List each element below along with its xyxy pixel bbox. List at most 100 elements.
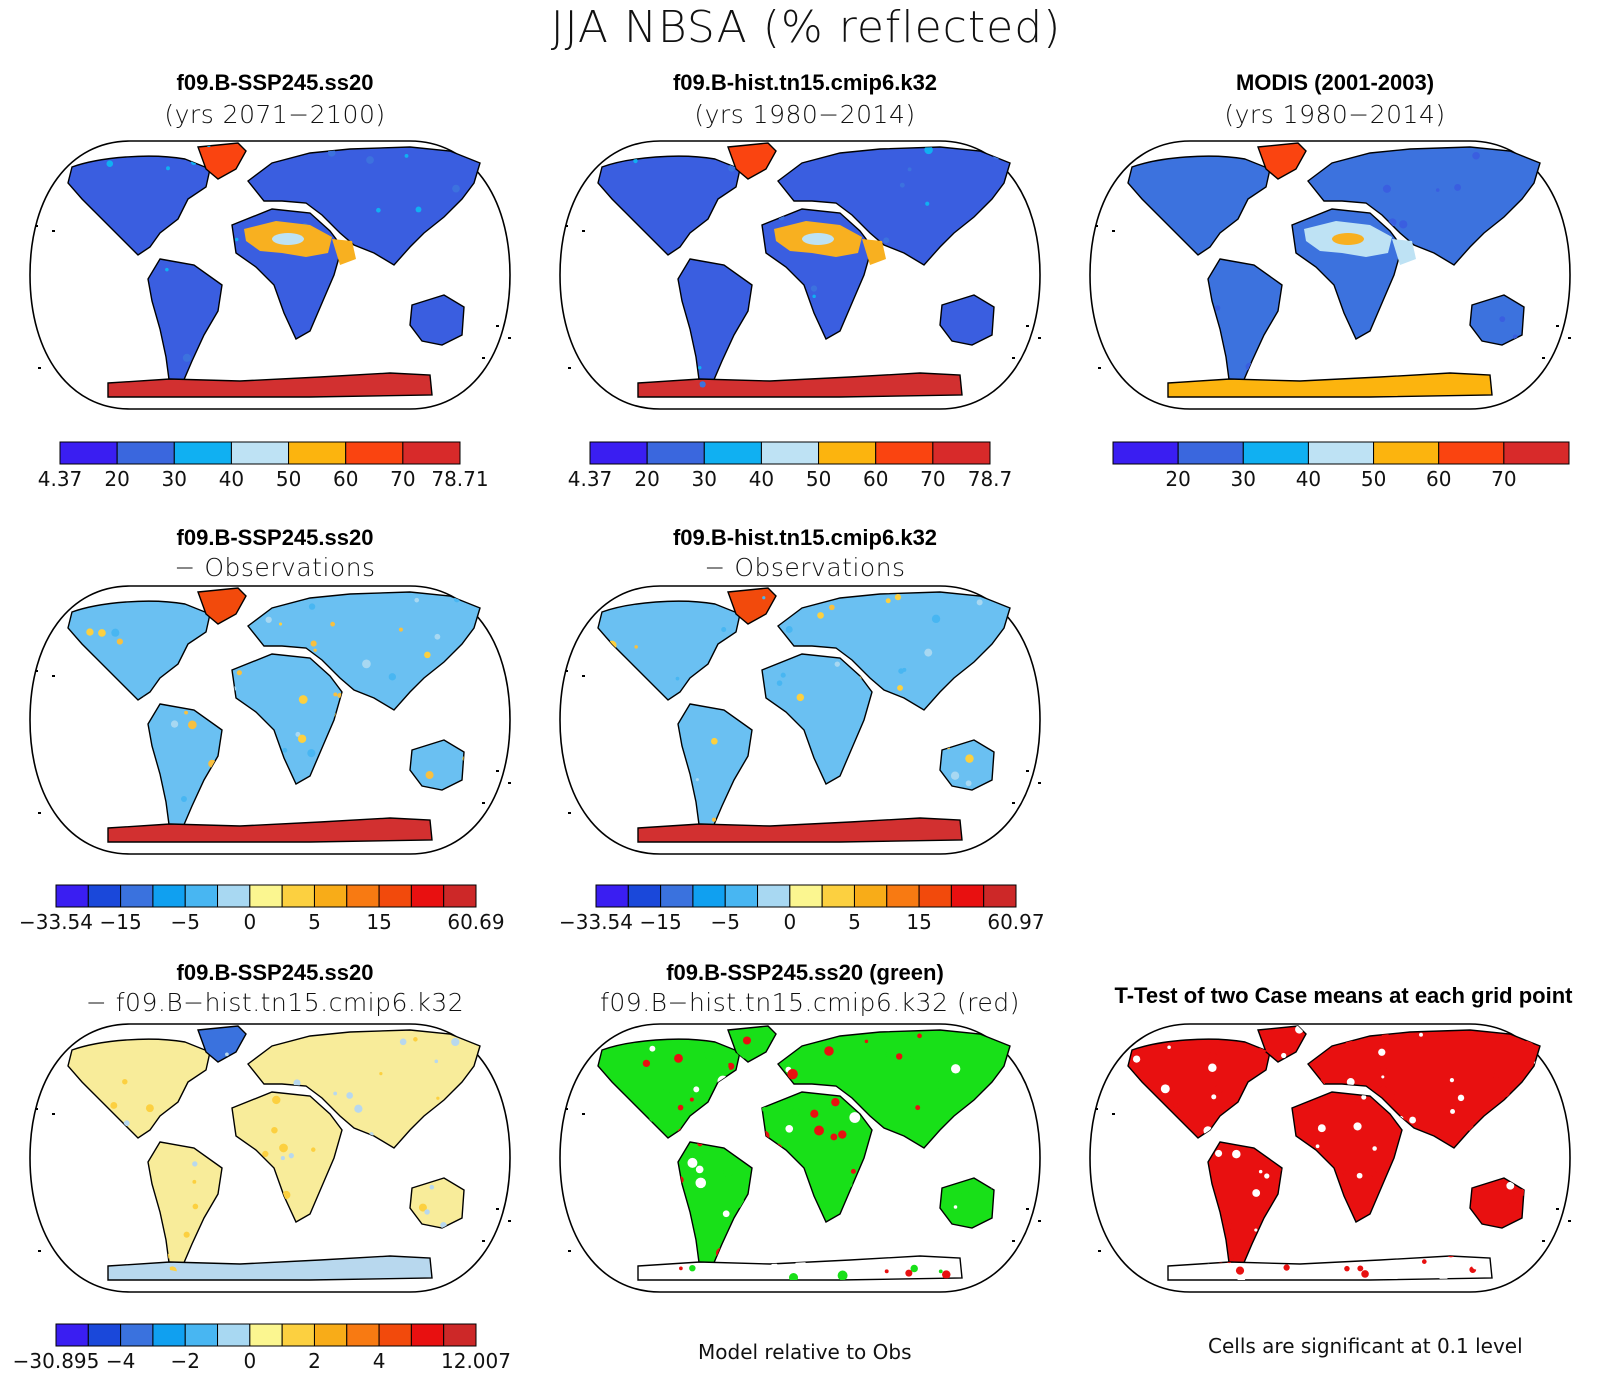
colorbar-tick-label: −33.54 [559,910,633,934]
colorbar-bin [660,884,694,908]
map-frame [29,585,511,855]
desert-core [802,233,834,245]
colorbar-bin [87,884,122,908]
colorbar-tick-label: 20 [104,467,129,491]
panel-title-p2: f09.B-hist.tn15.cmip6.k32 [672,70,938,95]
colorbar-tick-label: 0 [243,910,256,934]
colorbar-p3: 20 30 40 50 60 70 [1112,441,1570,491]
colorbar-tick-label: 0 [243,1349,256,1373]
continent-eurasia [777,1029,1011,1149]
continent-eurasia [1307,1029,1541,1149]
continent-namerica [67,155,211,256]
colorbar-bin [249,884,283,908]
map-p1 [29,140,511,410]
colorbar-bin [886,884,920,908]
island-mark [482,802,485,804]
colorbar-tick-label: 30 [692,467,717,491]
colorbar-tick-label: −2 [170,1349,199,1373]
footer-significance: Cells are significant at 0.1 level [1208,1334,1523,1358]
colorbar-bin [692,884,726,908]
colorbar-bin [1503,441,1570,465]
colorbar-bin [116,441,175,465]
colorbar-bin [59,441,118,465]
colorbar-tick-label: −5 [170,910,199,934]
colorbar-bin [918,884,952,908]
continent-antarctica [107,372,433,398]
map-p7 [559,1023,1041,1293]
colorbar-bin [1177,441,1244,465]
map-frame [29,140,511,410]
colorbar-bin [230,441,290,465]
arabia-region [1392,239,1416,265]
colorbar-tick-label: 20 [1165,467,1190,491]
continent-antarctica [107,817,433,843]
continent-samerica [147,258,223,390]
colorbar-bin [152,1323,186,1347]
colorbar-bin [217,1323,251,1347]
continent-samerica [677,258,753,390]
continent-eurasia [247,591,481,711]
continent-samerica [1207,1141,1283,1273]
arabia-region [332,239,356,265]
island-mark [1026,770,1029,772]
colorbar-bin [313,1323,348,1347]
island-mark [35,670,38,672]
panel-subtitle-p3: (yrs 1980−2014) [1224,100,1446,129]
continent-australia [409,294,465,346]
continent-africa [761,653,873,785]
colorbar-p6: −30.895 −4 −2 0 2 4 12.007 [13,1323,511,1373]
panel-subtitle-p5: − Observations [704,553,906,582]
colorbar-tick-label: −4 [106,1349,135,1373]
continent-australia [409,739,465,791]
colorbar-tick-label: 2 [308,1349,321,1373]
island-mark [1556,1208,1559,1210]
colorbar-bin [1112,441,1179,465]
colorbar-tick-label: 70 [390,467,415,491]
colorbar-tick-label: 70 [920,467,945,491]
colorbar-bin [1438,441,1505,465]
colorbar-tick-label: 15 [906,910,931,934]
continent-antarctica [1167,372,1493,398]
continent-africa [231,1091,343,1223]
continent-australia [1469,294,1525,346]
colorbar-tick-label: −5 [710,910,739,934]
colorbar-bin [757,884,791,908]
island-mark [1012,1240,1015,1242]
colorbar-bin [120,1323,154,1347]
panel-subtitle-p2: (yrs 1980−2014) [694,100,916,129]
colorbar-tick-label: 5 [308,910,321,934]
colorbar-tick-label: 40 [749,467,774,491]
colorbar-tick-label: 78.7 [968,467,1013,491]
colorbar-bin [443,1323,477,1347]
continent-africa [1291,1091,1403,1223]
colorbar-tick-label: 40 [1296,467,1321,491]
colorbar-bin [87,1323,122,1347]
colorbar-bin [55,1323,89,1347]
continent-namerica [597,1038,741,1139]
colorbar-tick-label: 0 [783,910,796,934]
colorbar-bin [120,884,154,908]
map-p2 [559,140,1041,410]
map-frame [1089,1023,1571,1293]
continent-samerica [147,1141,223,1273]
colorbar-bin [760,441,820,465]
colorbar-tick-label: −33.54 [19,910,93,934]
continent-samerica [1207,258,1283,390]
colorbar-bin [724,884,759,908]
colorbar-bin [152,884,186,908]
continent-namerica [67,1038,211,1139]
continent-greenland [197,142,247,180]
colorbar-bin [932,441,991,465]
colorbar-tick-label: 12.007 [441,1349,511,1373]
colorbar-tick-label: 60 [333,467,358,491]
colorbar-tick-label: 60 [863,467,888,491]
island-mark [1038,337,1041,339]
continent-namerica [67,600,211,701]
island-mark [1568,1220,1571,1222]
map-p3 [1089,140,1571,410]
island-mark [482,357,485,359]
panel-title-p1: f09.B-SSP245.ss20 [176,70,374,95]
island-mark [482,1240,485,1242]
continent-namerica [1127,155,1271,256]
island-mark [52,675,55,677]
